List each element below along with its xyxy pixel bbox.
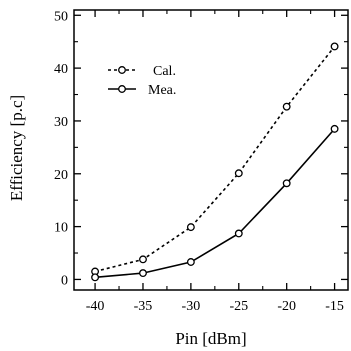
series-layer <box>91 42 339 282</box>
series-line-mea <box>95 128 336 279</box>
legend-label-mea: Mea. <box>148 83 176 98</box>
x-axis-title: Pin [dBm] <box>175 329 246 348</box>
y-tick-label: 30 <box>54 115 68 130</box>
data-point-cal <box>330 42 339 51</box>
y-axis-title: Efficiency [p.c] <box>7 95 26 201</box>
data-point-cal <box>234 169 243 178</box>
x-tick-label: -20 <box>277 299 296 314</box>
data-point-mea <box>234 229 243 238</box>
legend-marker-mea <box>118 85 126 93</box>
data-point-mea <box>139 269 147 278</box>
y-tick-label: 40 <box>54 62 68 77</box>
x-tick-label: -35 <box>134 299 153 314</box>
data-point-cal <box>282 102 291 111</box>
legend-marker-cal <box>118 66 126 74</box>
y-tick-label: 20 <box>54 168 68 183</box>
y-tick-label: 0 <box>61 273 68 288</box>
data-point-mea <box>91 273 100 282</box>
data-point-mea <box>282 179 291 188</box>
series-line-cal <box>94 46 336 273</box>
y-tick-label: 50 <box>54 9 68 24</box>
x-tick-label: -40 <box>86 299 105 314</box>
data-point-mea <box>330 124 339 133</box>
plot-frame <box>73 9 349 291</box>
x-tick-label: -30 <box>182 299 201 314</box>
x-tick-label: -25 <box>229 299 248 314</box>
data-point-cal <box>139 255 147 264</box>
x-tick-label: -15 <box>325 299 344 314</box>
data-point-mea <box>186 258 195 266</box>
data-point-cal <box>186 223 195 232</box>
axes: 0 10 20 30 40 50 -40 -35 -30 -25 -20 -15 <box>54 9 349 314</box>
y-tick-label: 10 <box>54 221 68 236</box>
legend-label-cal: Cal. <box>153 64 176 79</box>
legend: Cal. Mea. <box>108 64 176 98</box>
